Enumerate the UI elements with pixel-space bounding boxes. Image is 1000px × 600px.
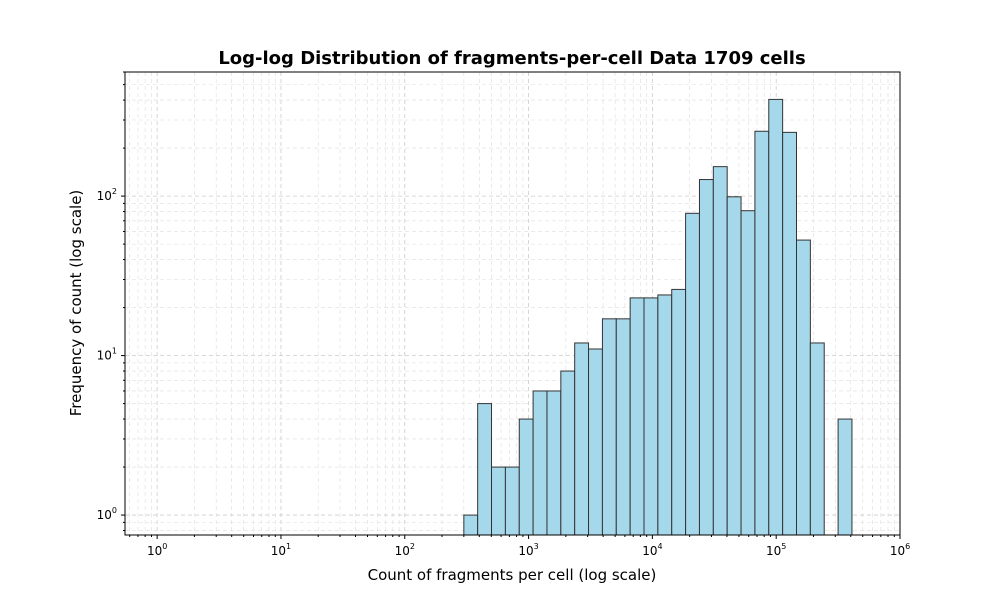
histogram-bar xyxy=(477,403,493,536)
ticks-layer: 100 101 102 103 104 105 106 100 101 102 xyxy=(97,71,910,558)
histogram-bar xyxy=(726,196,742,536)
histogram-bar xyxy=(768,98,784,536)
histogram-bar xyxy=(837,418,853,536)
y-axis-label: Frequency of count (log scale) xyxy=(67,190,85,417)
histogram-bar xyxy=(588,348,603,536)
histogram-bar xyxy=(491,466,506,536)
histogram-bar xyxy=(574,342,590,536)
y-tick-label: 101 xyxy=(97,347,117,363)
histogram-bar xyxy=(796,239,811,536)
histogram-bar xyxy=(685,212,700,536)
histogram-bar xyxy=(643,297,659,536)
x-axis-label: Count of fragments per cell (log scale) xyxy=(368,566,657,584)
histogram-bar xyxy=(671,288,687,536)
chart-title: Log-log Distribution of fragments-per-ce… xyxy=(218,48,805,69)
x-tick-label: 102 xyxy=(395,542,415,558)
histogram-bar xyxy=(546,390,562,536)
histogram-bar xyxy=(560,370,576,536)
histogram-bar xyxy=(601,318,617,536)
histogram-bar xyxy=(782,131,798,536)
histogram-bar xyxy=(629,297,645,536)
x-tick-label: 103 xyxy=(518,542,538,558)
histogram-bar xyxy=(809,342,825,536)
histogram-bar xyxy=(657,294,673,536)
histogram-bar xyxy=(463,514,479,536)
y-tick-label: 100 xyxy=(97,506,117,522)
histogram-bar xyxy=(740,210,756,536)
histogram-bar xyxy=(712,166,728,536)
x-tick-label: 106 xyxy=(890,542,910,558)
bars-layer xyxy=(463,98,853,536)
x-tick-label: 105 xyxy=(766,542,786,558)
x-tick-label: 101 xyxy=(271,542,291,558)
histogram-bar xyxy=(532,390,548,536)
histogram-bar xyxy=(698,179,714,536)
y-tick-label: 102 xyxy=(97,187,117,203)
histogram-bar xyxy=(754,130,770,536)
histogram-bar xyxy=(518,418,534,536)
histogram-bar xyxy=(504,466,520,536)
plot-frame xyxy=(124,71,901,536)
histogram-bar xyxy=(615,318,631,536)
x-tick-label: 100 xyxy=(147,542,167,558)
x-tick-label: 104 xyxy=(642,542,662,558)
